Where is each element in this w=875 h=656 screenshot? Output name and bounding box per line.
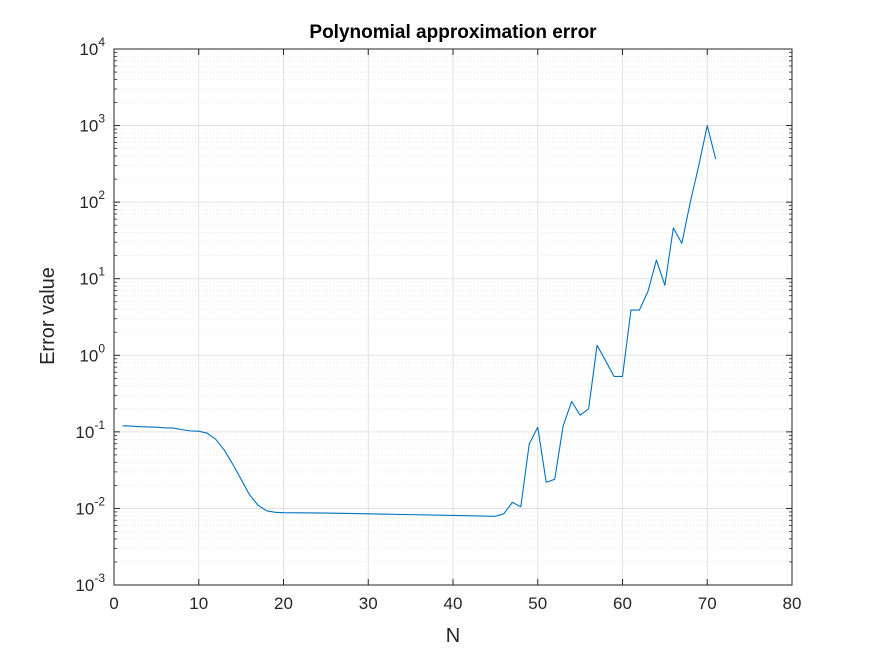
x-tick-label: 70 [698, 594, 717, 613]
x-tick-label: 60 [613, 594, 632, 613]
x-tick-label: 0 [109, 594, 118, 613]
x-tick-label: 40 [444, 594, 463, 613]
series-line-1 [122, 125, 717, 517]
series-layer [122, 125, 717, 517]
y-tick-label: 10-3 [75, 571, 105, 595]
y-tick-label: 10-1 [75, 418, 105, 442]
x-tick-label: 30 [359, 594, 378, 613]
x-tick-label: 10 [189, 594, 208, 613]
y-tick-label: 101 [79, 265, 105, 289]
y-tick-label: 10-2 [75, 494, 105, 518]
x-tick-label: 20 [274, 594, 293, 613]
grid [113, 48, 793, 586]
x-axis-label: N [446, 625, 460, 647]
axes [113, 48, 793, 586]
y-tick-label: 100 [79, 341, 105, 365]
y-tick-label: 103 [79, 112, 105, 136]
y-tick-label: 102 [79, 188, 105, 212]
y-axis-label: Error value [37, 267, 59, 365]
y-tick-label: 104 [79, 35, 105, 59]
chart-title: Polynomial approximation error [309, 22, 597, 43]
x-tick-label: 50 [528, 594, 547, 613]
tick-labels: 0 10 20 30 40 50 60 70 80 10-3 10-2 10-1 100 101 102 10… [75, 35, 801, 613]
x-tick-label: 80 [783, 594, 802, 613]
